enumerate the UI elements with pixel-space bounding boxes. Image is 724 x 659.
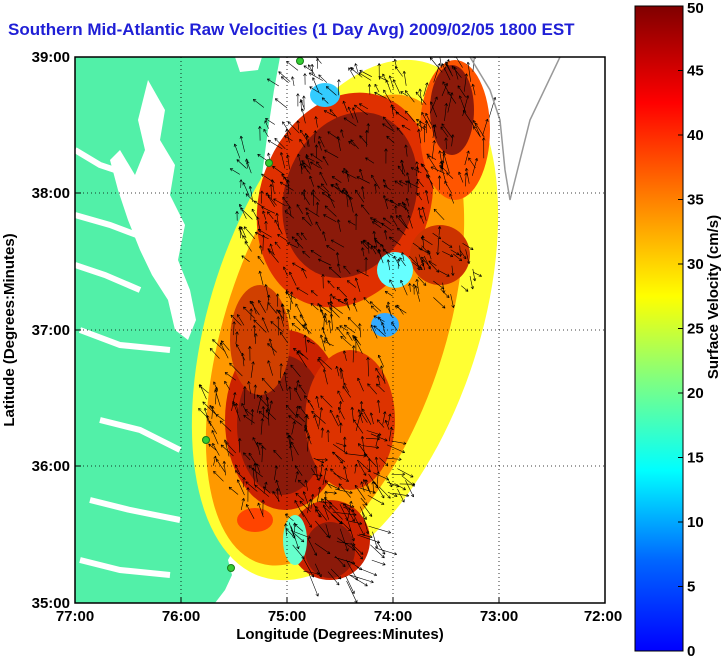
y-tick-label: 39:00 bbox=[32, 49, 70, 66]
colorbar-tick-label: 50 bbox=[687, 0, 704, 17]
station-marker bbox=[265, 159, 273, 167]
x-tick-label: 77:00 bbox=[56, 608, 94, 625]
station-marker bbox=[202, 436, 210, 444]
y-axis-label: Latitude (Degrees:Minutes) bbox=[1, 233, 18, 426]
y-tick-label: 35:00 bbox=[32, 595, 70, 612]
colorbar-tick-label: 30 bbox=[687, 256, 704, 273]
colorbar-tick-label: 45 bbox=[687, 63, 704, 80]
x-tick-label: 75:00 bbox=[268, 608, 306, 625]
x-tick-labels: 77:00 76:00 75:00 74:00 73:00 72:00 bbox=[56, 608, 622, 625]
colorbar-ticks: 0 5 10 15 20 25 30 35 40 45 50 bbox=[678, 0, 704, 659]
x-tick-label: 76:00 bbox=[162, 608, 200, 625]
y-tick-label: 36:00 bbox=[32, 458, 70, 475]
chart-title: Southern Mid-Atlantic Raw Velocities (1 … bbox=[8, 20, 575, 39]
colorbar-label: Surface Velocity (cm/s) bbox=[705, 215, 722, 379]
colorbar-tick-label: 20 bbox=[687, 385, 704, 402]
y-tick-label: 38:00 bbox=[32, 185, 70, 202]
station-marker bbox=[227, 564, 235, 572]
colorbar-tick-label: 0 bbox=[687, 643, 695, 659]
colorbar-tick-label: 25 bbox=[687, 321, 704, 338]
colorbar bbox=[634, 5, 684, 652]
station-marker bbox=[296, 57, 304, 65]
river bbox=[75, 147, 182, 578]
x-tick-label: 73:00 bbox=[480, 608, 518, 625]
chesapeake-bay bbox=[110, 80, 196, 340]
colorbar-tick-label: 35 bbox=[687, 192, 704, 209]
offshore-coastline bbox=[469, 57, 561, 201]
y-tick-labels: 39:00 38:00 37:00 36:00 35:00 bbox=[32, 49, 70, 612]
x-tick-label: 72:00 bbox=[584, 608, 622, 625]
tick-marks bbox=[75, 192, 500, 603]
x-axis-label: Longitude (Degrees:Minutes) bbox=[236, 626, 444, 643]
x-tick-label: 74:00 bbox=[374, 608, 412, 625]
colorbar-tick-label: 5 bbox=[687, 579, 695, 596]
colorbar-tick-label: 15 bbox=[687, 450, 704, 467]
colorbar-tick-label: 40 bbox=[687, 127, 704, 144]
y-tick-label: 37:00 bbox=[32, 322, 70, 339]
grid-lines bbox=[75, 57, 605, 603]
colorbar-tick-label: 10 bbox=[687, 514, 704, 531]
delaware-bay bbox=[235, 57, 262, 72]
